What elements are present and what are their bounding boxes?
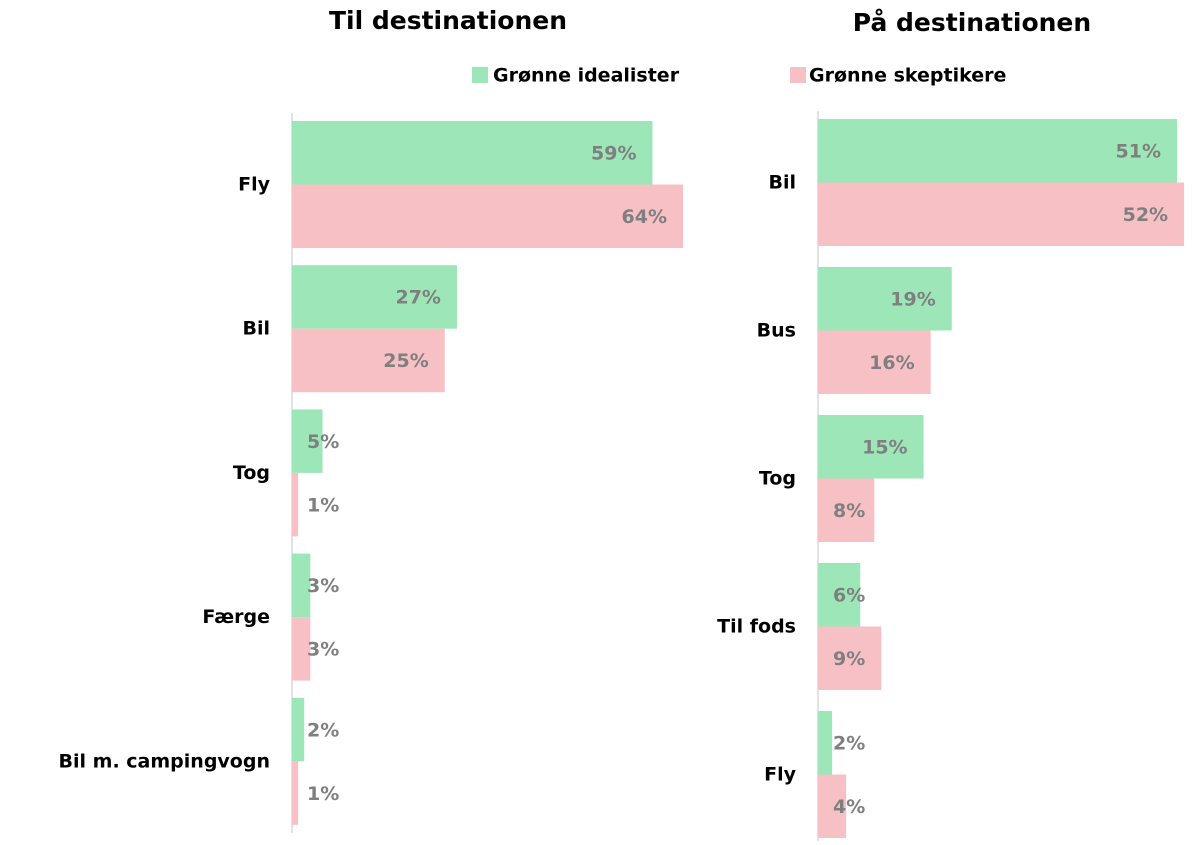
- value-label: 16%: [869, 352, 914, 374]
- bar: [818, 182, 1185, 246]
- legend-label: Grønne idealister: [493, 65, 680, 87]
- bar: [292, 472, 299, 537]
- value-label: 19%: [890, 289, 935, 311]
- value-label: 8%: [833, 500, 865, 522]
- category-label: Fly: [238, 174, 270, 196]
- legend-swatch: [472, 67, 488, 83]
- bar: [292, 265, 457, 329]
- value-label: 64%: [622, 206, 667, 228]
- value-label: 59%: [591, 143, 636, 165]
- value-label: 25%: [383, 350, 428, 372]
- value-label: 52%: [1123, 204, 1168, 226]
- bar: [818, 626, 882, 690]
- category-label: Bil m. campingvogn: [59, 750, 270, 772]
- category-label: Bus: [757, 320, 796, 342]
- chart-title: På destinationen: [853, 8, 1091, 37]
- value-label: 1%: [307, 783, 339, 805]
- legend-label: Grønne skeptikere: [809, 65, 1006, 87]
- value-label: 51%: [1116, 141, 1161, 163]
- bar: [818, 330, 931, 394]
- bar: [292, 761, 299, 825]
- category-label: Tog: [759, 468, 796, 490]
- category-label: Til fods: [717, 616, 796, 638]
- category-label: Færge: [202, 606, 270, 628]
- category-label: Fly: [764, 764, 796, 786]
- bar: [292, 184, 684, 248]
- bar: [292, 617, 311, 681]
- legend-swatch: [790, 67, 806, 83]
- value-label: 2%: [307, 719, 339, 741]
- bar: [818, 267, 952, 331]
- bar: [818, 563, 861, 627]
- value-label: 2%: [833, 733, 865, 755]
- bar: [292, 697, 305, 762]
- bar: [292, 121, 653, 185]
- value-label: 3%: [307, 575, 339, 597]
- bar: [292, 409, 323, 473]
- value-label: 5%: [307, 431, 339, 453]
- bar: [818, 711, 833, 775]
- value-label: 15%: [862, 437, 907, 459]
- bar: [818, 119, 1178, 183]
- value-label: 4%: [833, 796, 865, 818]
- chart-title: Til destinationen: [329, 6, 567, 35]
- value-label: 27%: [395, 287, 440, 309]
- value-label: 1%: [307, 494, 339, 516]
- value-label: 3%: [307, 639, 339, 661]
- value-label: 9%: [833, 648, 865, 670]
- bar: [818, 774, 847, 838]
- bar: [292, 553, 311, 618]
- category-label: Bil: [242, 318, 270, 340]
- bar: [818, 478, 875, 542]
- category-label: Bil: [768, 172, 796, 194]
- value-label: 6%: [833, 585, 865, 607]
- bar: [818, 415, 924, 479]
- category-label: Tog: [233, 462, 270, 484]
- bar: [292, 328, 445, 393]
